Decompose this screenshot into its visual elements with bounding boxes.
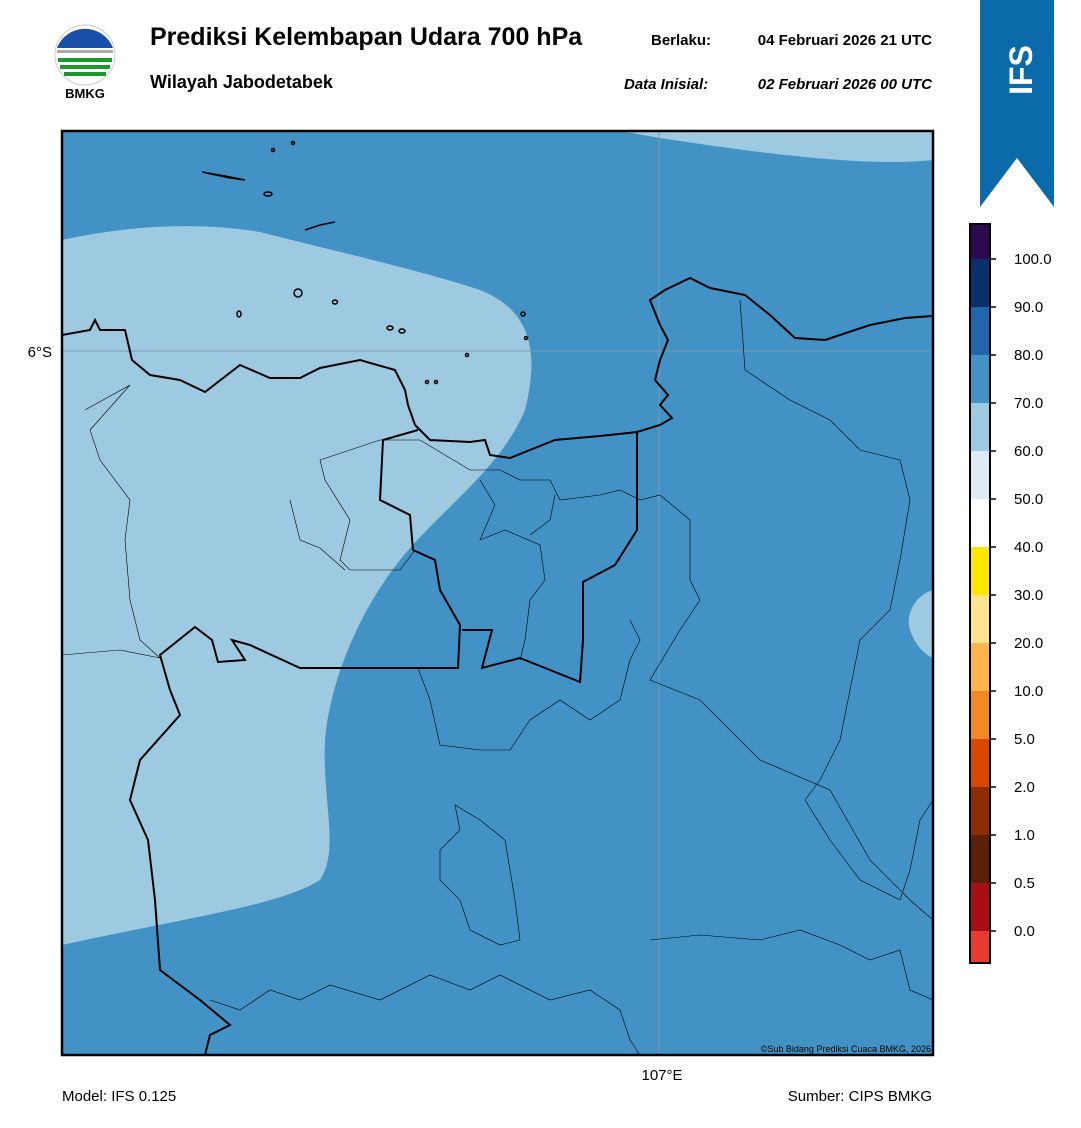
colorbar-tick-label: 20.0 bbox=[1014, 635, 1043, 652]
colorbar-segment bbox=[970, 787, 990, 835]
colorbar-segment bbox=[970, 739, 990, 787]
colorbar-tick-label: 10.0 bbox=[1014, 683, 1043, 700]
colorbar-tick-label: 5.0 bbox=[1014, 731, 1035, 748]
colorbar-segment bbox=[970, 547, 990, 595]
colorbar-tick-label: 70.0 bbox=[1014, 395, 1043, 412]
colorbar-segment bbox=[970, 355, 990, 403]
credit: ©Sub Bidang Prediksi Cuaca BMKG, 2026 bbox=[761, 1044, 931, 1054]
colorbar-segment bbox=[970, 307, 990, 355]
colorbar-segment bbox=[970, 259, 990, 307]
colorbar-segment bbox=[970, 499, 990, 547]
colorbar-segment bbox=[970, 595, 990, 643]
colorbar-segment bbox=[970, 224, 990, 259]
subtitle: Wilayah Jabodetabek bbox=[150, 72, 334, 92]
title: Prediksi Kelembapan Udara 700 hPa bbox=[150, 23, 583, 51]
colorbar-tick-label: 30.0 bbox=[1014, 587, 1043, 604]
colorbar-tick-label: 2.0 bbox=[1014, 779, 1035, 796]
colorbar-tick-label: 0.5 bbox=[1014, 875, 1035, 892]
badge bbox=[980, 0, 1054, 207]
colorbar-frame bbox=[969, 223, 991, 964]
logo: BMKG bbox=[54, 24, 116, 101]
init-label: Data Inisial: bbox=[624, 76, 708, 93]
colorbar-segment bbox=[970, 883, 990, 931]
colorbar-tick-label: 0.0 bbox=[1014, 923, 1035, 940]
colorbar-segment bbox=[970, 451, 990, 499]
lat-label: 6°S bbox=[28, 344, 52, 361]
valid-time: 04 Februari 2026 21 UTC bbox=[758, 32, 932, 49]
colorbar-tick-label: 50.0 bbox=[1014, 491, 1043, 508]
colorbar-tick-label: 100.0 bbox=[1014, 251, 1052, 268]
colorbar-tick-label: 60.0 bbox=[1014, 443, 1043, 460]
source: Sumber: CIPS BMKG bbox=[788, 1088, 932, 1105]
map: ©Sub Bidang Prediksi Cuaca BMKG, 2026 bbox=[62, 131, 933, 1055]
map-frame bbox=[60, 129, 935, 1057]
colorbar-segment bbox=[970, 691, 990, 739]
model: Model: IFS 0.125 bbox=[62, 1088, 176, 1105]
colorbar-segment bbox=[970, 643, 990, 691]
colorbar-segment bbox=[970, 403, 990, 451]
colorbar-tick-label: 1.0 bbox=[1014, 827, 1035, 844]
colorbar-segment bbox=[970, 931, 990, 963]
colorbar-tick-label: 80.0 bbox=[1014, 347, 1043, 364]
lon-label: 107°E bbox=[641, 1067, 682, 1084]
colorbar-tick-label: 40.0 bbox=[1014, 539, 1043, 556]
init-time: 02 Februari 2026 00 UTC bbox=[758, 76, 933, 93]
colorbar-segment bbox=[970, 835, 990, 883]
colorbar-tick-label: 90.0 bbox=[1014, 299, 1043, 316]
colorbar: 0.0 0.5 1.0 2.0 5.0 10.0 20.0 30.0 40.0 50.0 60.0 7… bbox=[969, 223, 1052, 964]
logo-text: BMKG bbox=[65, 86, 105, 101]
badge-text: IFS bbox=[1003, 45, 1039, 95]
valid-label: Berlaku: bbox=[651, 32, 711, 49]
